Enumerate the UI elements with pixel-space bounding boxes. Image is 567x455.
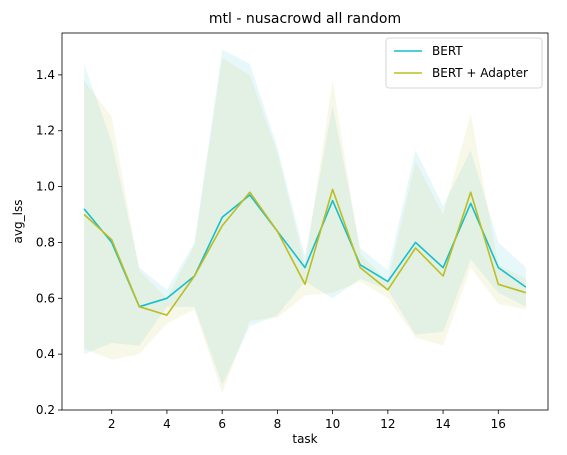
y-tick-label: 0.6 <box>36 291 55 305</box>
y-tick-label: 0.2 <box>36 403 55 417</box>
series-lines <box>83 188 527 316</box>
confidence-bands <box>84 49 526 394</box>
x-tick-label: 2 <box>108 417 116 431</box>
y-tick-label: 0.8 <box>36 235 55 249</box>
legend-label-1: BERT <box>432 44 463 58</box>
band-series-2 <box>84 58 526 394</box>
y-tick-label: 1.4 <box>36 68 55 82</box>
x-tick-label: 4 <box>163 417 171 431</box>
y-axis: 0.2 0.4 0.6 0.8 1.0 1.2 1.4 <box>36 68 62 417</box>
x-tick-label: 10 <box>325 417 340 431</box>
plot-frame <box>61 32 549 411</box>
x-tick-label: 16 <box>491 417 506 431</box>
legend: BERT BERT + Adapter <box>385 37 543 89</box>
y-axis-label: avg_lss <box>11 200 25 244</box>
x-axis: 2 4 6 8 10 12 14 16 <box>108 410 506 431</box>
x-tick-label: 8 <box>274 417 282 431</box>
line-series-2 <box>83 188 527 316</box>
band-series-1 <box>84 49 526 385</box>
y-tick-label: 1.0 <box>36 180 55 194</box>
legend-label-2: BERT + Adapter <box>432 66 528 80</box>
x-tick-label: 6 <box>218 417 226 431</box>
chart-title: mtl - nusacrowd all random <box>209 11 401 27</box>
x-axis-label: task <box>292 432 317 446</box>
legend-box <box>385 37 543 89</box>
x-tick-label: 12 <box>380 417 395 431</box>
y-tick-label: 1.2 <box>36 124 55 138</box>
x-tick-label: 14 <box>435 417 450 431</box>
y-tick-label: 0.4 <box>36 347 55 361</box>
